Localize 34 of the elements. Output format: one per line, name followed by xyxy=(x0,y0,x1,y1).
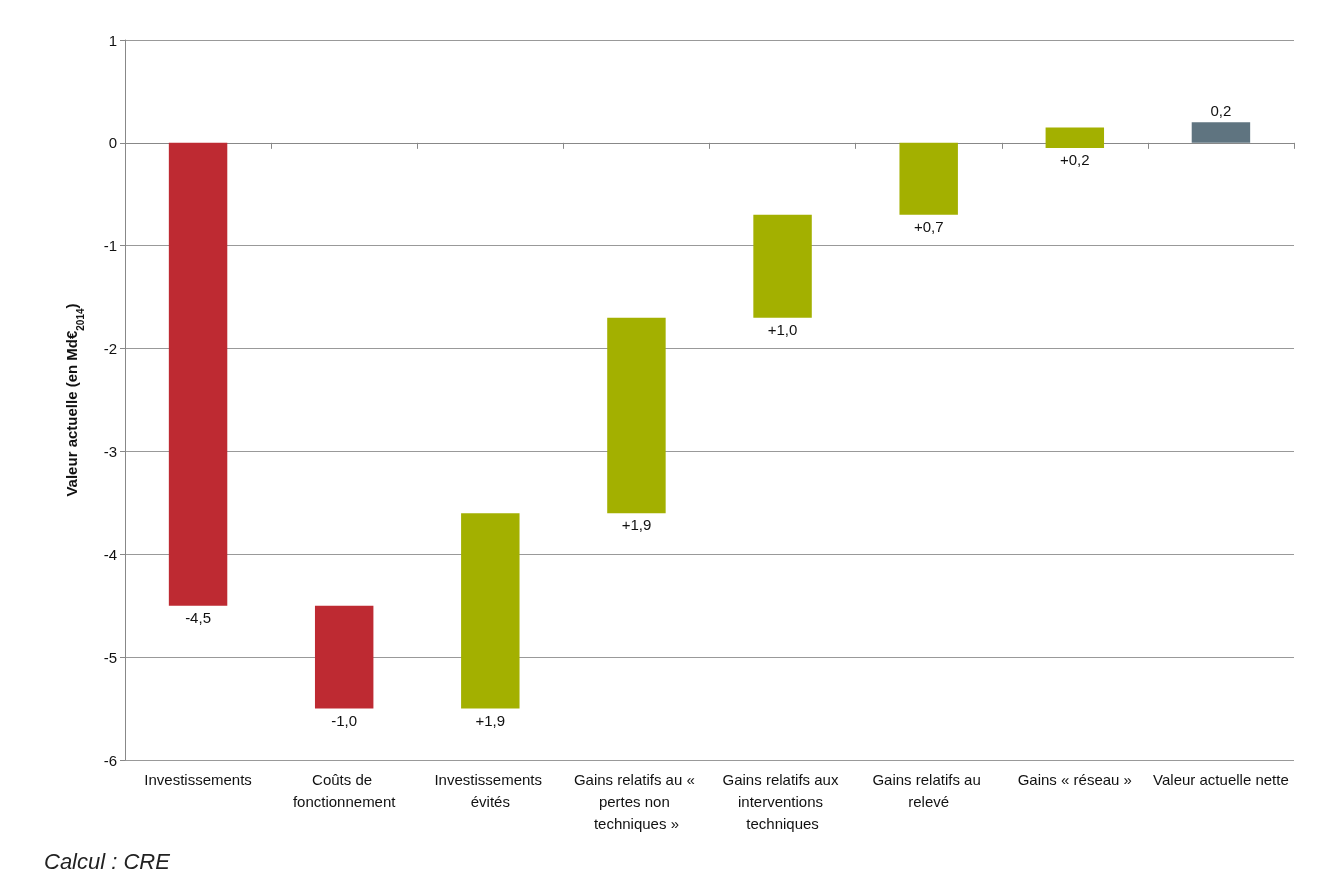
bar xyxy=(314,605,374,709)
y-tick-label: -5 xyxy=(103,648,117,666)
bar xyxy=(899,142,958,215)
x-tick-label: Investissements xyxy=(144,770,252,788)
data-label: +1,9 xyxy=(621,516,652,534)
y-tick-label: -4 xyxy=(103,545,117,563)
data-label: +1,9 xyxy=(475,711,506,729)
x-tick-label: Valeur actuelle nette xyxy=(1153,770,1289,788)
y-tick-label: -1 xyxy=(103,237,117,255)
data-label: -1,0 xyxy=(331,711,358,729)
y-tick-label: -6 xyxy=(103,751,117,769)
data-label: 0,2 xyxy=(1210,102,1232,120)
y-tick-label: 1 xyxy=(108,31,117,49)
bar xyxy=(168,142,228,606)
x-tick-label: Gains relatifs au relevé xyxy=(872,770,985,810)
data-label: -4,5 xyxy=(185,608,211,626)
bar xyxy=(461,513,520,709)
bar xyxy=(1191,122,1251,143)
x-tick-label: Gains relatifs au « pertes non techniques » xyxy=(573,770,699,832)
x-tick-label: Gains « réseau » xyxy=(1017,770,1132,788)
y-axis-title: Valeur actuelle (en Md€2014) xyxy=(63,303,86,497)
bar xyxy=(607,317,666,514)
x-tick-label: Coûts de fonctionnement xyxy=(292,770,397,810)
data-label: +1,0 xyxy=(767,320,798,338)
text: Calcul : CRE xyxy=(44,848,171,874)
bar xyxy=(1045,127,1105,148)
y-tick-label: -3 xyxy=(103,442,117,460)
x-tick-label: Investissements évités xyxy=(434,770,547,810)
bar xyxy=(753,214,812,318)
data-label: +0,2 xyxy=(1060,151,1090,168)
y-tick-label: 0 xyxy=(108,134,117,152)
data-label: +0,7 xyxy=(913,217,944,235)
x-tick-label: Gains relatifs aux interventions techniques xyxy=(722,770,843,832)
y-tick-label: -2 xyxy=(103,340,117,358)
